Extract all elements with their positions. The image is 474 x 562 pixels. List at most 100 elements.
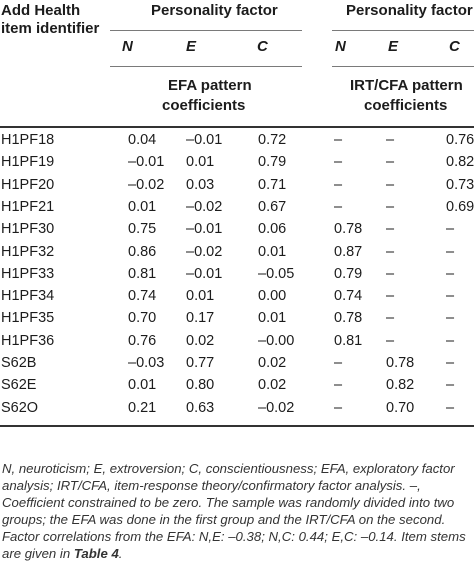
efa-group-rule <box>110 30 302 31</box>
row-cell-value: – <box>446 377 454 393</box>
row-cell-value: 0.17 <box>186 310 214 326</box>
row-cell-value: – <box>386 132 394 148</box>
row-cell-value: 0.04 <box>128 132 156 148</box>
row-cell-value: –0.02 <box>258 400 294 416</box>
row-cell-value: –0.00 <box>258 333 294 349</box>
row-cell-value: –0.01 <box>128 154 164 170</box>
irt-subheader-line2: coefficients <box>364 97 447 114</box>
row-cell-value: – <box>334 154 342 170</box>
row-cell-value: 0.70 <box>128 310 156 326</box>
item-id-header-line2: item identifier <box>1 20 99 37</box>
row-cell-value: – <box>334 355 342 371</box>
row-cell-value: 0.78 <box>334 310 362 326</box>
row-cell-value: 0.02 <box>186 333 214 349</box>
footnote-text: are given in <box>2 546 74 561</box>
row-item-id: H1PF18 <box>1 132 54 148</box>
row-cell-value: 0.74 <box>334 288 362 304</box>
row-cell-value: 0.01 <box>258 310 286 326</box>
row-cell-value: 0.80 <box>186 377 214 393</box>
efa-subheader-line1: EFA pattern <box>168 77 252 94</box>
table-footnote: N, neuroticism; E, extroversion; C, cons… <box>2 460 474 562</box>
row-cell-value: 0.77 <box>186 355 214 371</box>
row-cell-value: –0.02 <box>186 199 222 215</box>
row-item-id: H1PF34 <box>1 288 54 304</box>
row-item-id: H1PF21 <box>1 199 54 215</box>
row-cell-value: 0.63 <box>186 400 214 416</box>
row-cell-value: – <box>334 132 342 148</box>
row-cell-value: – <box>386 266 394 282</box>
table-4-link[interactable]: Table 4 <box>74 546 119 561</box>
irt-group-title: Personality factor <box>346 2 473 19</box>
row-item-id: H1PF19 <box>1 154 54 170</box>
row-cell-value: 0.70 <box>386 400 414 416</box>
row-item-id: S62O <box>1 400 38 416</box>
col-irt-n: N <box>335 38 346 55</box>
row-cell-value: – <box>446 221 454 237</box>
row-cell-value: 0.01 <box>186 288 214 304</box>
row-cell-value: 0.86 <box>128 244 156 260</box>
col-efa-c: C <box>257 38 268 55</box>
footnote-line: N, neuroticism; E, extroversion; C, cons… <box>2 460 474 477</box>
row-cell-value: – <box>386 310 394 326</box>
row-cell-value: – <box>334 177 342 193</box>
row-cell-value: 0.00 <box>258 288 286 304</box>
efa-cols-rule <box>110 66 302 67</box>
row-item-id: H1PF20 <box>1 177 54 193</box>
row-cell-value: – <box>446 244 454 260</box>
row-cell-value: 0.69 <box>446 199 474 215</box>
row-cell-value: 0.21 <box>128 400 156 416</box>
row-cell-value: 0.79 <box>334 266 362 282</box>
efa-subheader-line2: coefficients <box>162 97 245 114</box>
row-cell-value: – <box>386 199 394 215</box>
row-cell-value: – <box>446 355 454 371</box>
row-cell-value: 0.79 <box>258 154 286 170</box>
row-cell-value: – <box>334 377 342 393</box>
row-cell-value: 0.87 <box>334 244 362 260</box>
footnote-text: . <box>119 546 123 561</box>
row-cell-value: 0.72 <box>258 132 286 148</box>
header-bottom-rule <box>0 126 474 128</box>
row-cell-value: 0.01 <box>128 199 156 215</box>
row-cell-value: 0.75 <box>128 221 156 237</box>
row-cell-value: –0.03 <box>128 355 164 371</box>
row-item-id: S62B <box>1 355 36 371</box>
irt-group-rule <box>332 30 474 31</box>
footnote-line: Factor correlations from the EFA: N,E: –… <box>2 528 474 545</box>
row-cell-value: –0.01 <box>186 266 222 282</box>
row-cell-value: – <box>386 221 394 237</box>
row-cell-value: –0.01 <box>186 132 222 148</box>
row-cell-value: 0.71 <box>258 177 286 193</box>
row-cell-value: 0.76 <box>128 333 156 349</box>
footnote-line: Coefficient constrained to be zero. The … <box>2 494 474 511</box>
table-bottom-rule <box>0 425 474 427</box>
row-cell-value: 0.81 <box>128 266 156 282</box>
row-cell-value: – <box>386 244 394 260</box>
row-cell-value: – <box>446 333 454 349</box>
row-cell-value: 0.82 <box>446 154 474 170</box>
row-cell-value: – <box>386 333 394 349</box>
col-irt-c: C <box>449 38 460 55</box>
row-item-id: S62E <box>1 377 36 393</box>
row-cell-value: 0.03 <box>186 177 214 193</box>
efa-group-title: Personality factor <box>151 2 278 19</box>
row-cell-value: – <box>446 266 454 282</box>
row-item-id: H1PF30 <box>1 221 54 237</box>
row-cell-value: – <box>334 400 342 416</box>
row-cell-value: 0.81 <box>334 333 362 349</box>
row-item-id: H1PF33 <box>1 266 54 282</box>
row-cell-value: –0.01 <box>186 221 222 237</box>
footnote-line: groups; the EFA was done in the first gr… <box>2 511 474 528</box>
irt-cols-rule <box>332 66 474 67</box>
row-cell-value: –0.02 <box>128 177 164 193</box>
row-cell-value: –0.05 <box>258 266 294 282</box>
row-cell-value: 0.67 <box>258 199 286 215</box>
row-cell-value: 0.73 <box>446 177 474 193</box>
col-irt-e: E <box>388 38 398 55</box>
row-cell-value: 0.74 <box>128 288 156 304</box>
row-cell-value: – <box>446 310 454 326</box>
row-item-id: H1PF32 <box>1 244 54 260</box>
row-item-id: H1PF36 <box>1 333 54 349</box>
irt-subheader-line1: IRT/CFA pattern <box>350 77 463 94</box>
row-cell-value: – <box>386 177 394 193</box>
row-cell-value: 0.01 <box>258 244 286 260</box>
